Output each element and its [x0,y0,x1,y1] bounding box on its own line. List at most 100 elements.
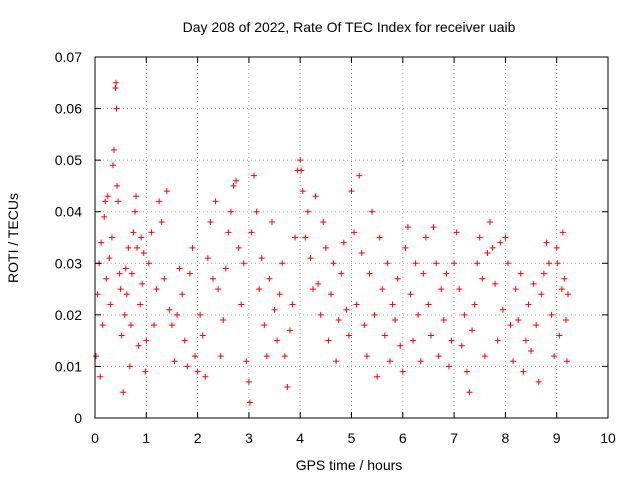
data-point [227,208,234,215]
data-point [402,244,409,251]
x-tick-label: 6 [399,430,407,446]
data-point [515,317,522,324]
data-point [121,311,128,318]
x-tick-label: 2 [194,430,202,446]
y-tick-label: 0.04 [55,204,82,220]
data-point [238,301,245,308]
data-point [320,219,327,226]
data-point [248,229,255,236]
data-point [310,286,317,293]
y-tick-label: 0 [74,410,82,426]
data-point [533,322,540,329]
data-point [471,301,478,308]
data-point [312,193,319,200]
data-point [492,280,499,287]
data-point [512,286,519,293]
data-point [563,358,570,365]
data-point [122,265,129,272]
data-point [376,234,383,241]
data-point [112,84,119,91]
data-point [358,249,365,256]
data-point [327,291,334,298]
data-point [369,208,376,215]
data-point [220,317,227,324]
data-point [194,368,201,375]
data-point [445,363,452,370]
data-point [189,244,196,251]
data-point [235,244,242,251]
data-point [176,265,183,272]
data-point [289,301,296,308]
data-point [356,172,363,179]
data-point [417,358,424,365]
data-point [163,188,170,195]
data-point [335,317,342,324]
data-point [517,270,524,277]
data-point [317,311,324,318]
data-point [140,249,147,256]
data-point [186,270,193,277]
data-point [530,280,537,287]
x-tick-label: 0 [91,430,99,446]
data-point [225,229,232,236]
data-point [410,337,417,344]
data-point [286,327,293,334]
data-point [192,353,199,360]
data-point [443,270,450,277]
y-tick-label: 0.02 [55,307,82,323]
x-tick-label: 5 [348,430,356,446]
data-point [99,322,106,329]
data-point [166,306,173,313]
data-point [258,255,265,262]
data-point [139,280,146,287]
data-point [438,286,445,293]
data-point [113,105,120,112]
data-point [263,353,270,360]
data-point [253,208,260,215]
data-point [407,291,414,298]
x-tick-label: 4 [296,430,304,446]
data-point [240,260,247,267]
data-point [474,260,481,267]
data-point [325,337,332,344]
data-point [481,353,488,360]
x-tick-label: 10 [600,430,616,446]
data-point [138,234,145,241]
data-point [142,368,149,375]
data-point [307,255,314,262]
data-point [199,332,206,339]
data-point [245,378,252,385]
data-point [110,146,117,153]
data-point [397,342,404,349]
data-point [292,234,299,241]
data-point [197,311,204,318]
data-point [217,353,224,360]
data-point [384,260,391,267]
data-point [274,337,281,344]
data-point [168,322,175,329]
data-point [371,311,378,318]
data-point [399,368,406,375]
data-point [476,234,483,241]
data-point [261,322,268,329]
data-point [171,358,178,365]
data-point [558,286,565,293]
data-point [209,275,216,282]
data-point [271,306,278,313]
data-point [499,306,506,313]
data-point [179,291,186,298]
data-point [466,389,473,396]
data-point [156,198,163,205]
data-point [117,286,124,293]
data-points [93,79,571,406]
data-point [97,373,104,380]
data-point [554,260,561,267]
data-point [304,208,311,215]
data-point [430,224,437,231]
data-point [489,244,496,251]
data-point [315,280,322,287]
data-point [150,322,157,329]
data-point [118,332,125,339]
data-point [351,229,358,236]
y-tick-label: 0.01 [55,358,82,374]
